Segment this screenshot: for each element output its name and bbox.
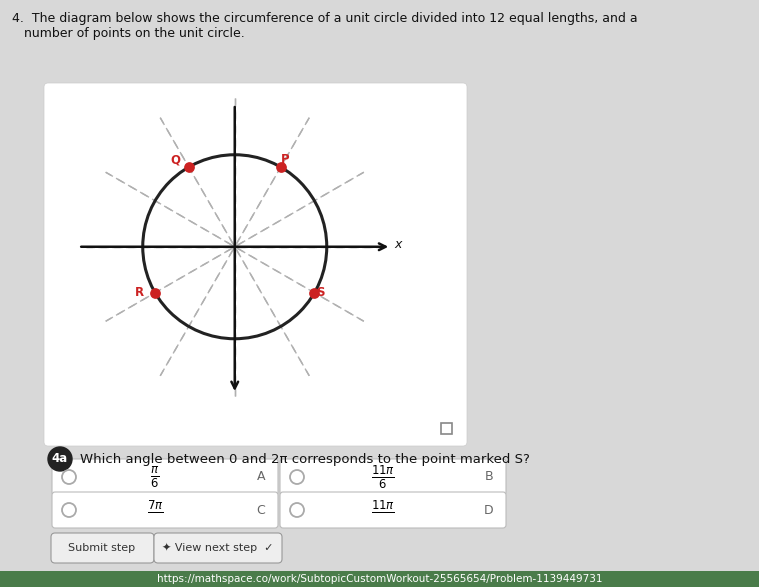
Text: C: C	[257, 504, 266, 517]
Text: ✦ View next step  ✓: ✦ View next step ✓	[162, 543, 274, 554]
Text: $\frac{7\pi}{\ }$: $\frac{7\pi}{\ }$	[146, 501, 163, 519]
Text: 4.  The diagram below shows the circumference of a unit circle divided into 12 e: 4. The diagram below shows the circumfer…	[12, 12, 638, 25]
Point	[149, 288, 161, 298]
FancyBboxPatch shape	[44, 83, 467, 446]
FancyBboxPatch shape	[52, 492, 278, 528]
Text: D: D	[484, 504, 494, 517]
Point	[308, 288, 320, 298]
FancyBboxPatch shape	[280, 492, 506, 528]
Text: https://mathspace.co/work/SubtopicCustomWorkout-25565654/Problem-1139449731: https://mathspace.co/work/SubtopicCustom…	[157, 574, 603, 584]
FancyBboxPatch shape	[52, 459, 278, 495]
Text: A: A	[257, 471, 265, 484]
Text: Q: Q	[170, 153, 180, 166]
Text: $\frac{11\pi}{6}$: $\frac{11\pi}{6}$	[371, 463, 395, 491]
Text: R: R	[135, 286, 144, 299]
Text: Which angle between 0 and 2π corresponds to the point marked S?: Which angle between 0 and 2π corresponds…	[80, 453, 530, 465]
Text: x: x	[394, 238, 402, 251]
FancyBboxPatch shape	[51, 533, 154, 563]
Point	[275, 163, 287, 172]
Text: B: B	[485, 471, 493, 484]
Text: P: P	[281, 153, 290, 166]
Text: $\frac{11\pi}{\ }$: $\frac{11\pi}{\ }$	[371, 501, 395, 519]
Point	[183, 163, 195, 172]
FancyBboxPatch shape	[441, 423, 452, 434]
FancyBboxPatch shape	[280, 459, 506, 495]
FancyBboxPatch shape	[0, 571, 759, 587]
Text: $\frac{\pi}{6}$: $\frac{\pi}{6}$	[150, 464, 159, 490]
FancyBboxPatch shape	[154, 533, 282, 563]
Text: 4a: 4a	[52, 453, 68, 465]
Text: S: S	[317, 286, 325, 299]
Circle shape	[48, 447, 72, 471]
Text: Submit step: Submit step	[68, 543, 136, 553]
Text: number of points on the unit circle.: number of points on the unit circle.	[12, 27, 244, 40]
